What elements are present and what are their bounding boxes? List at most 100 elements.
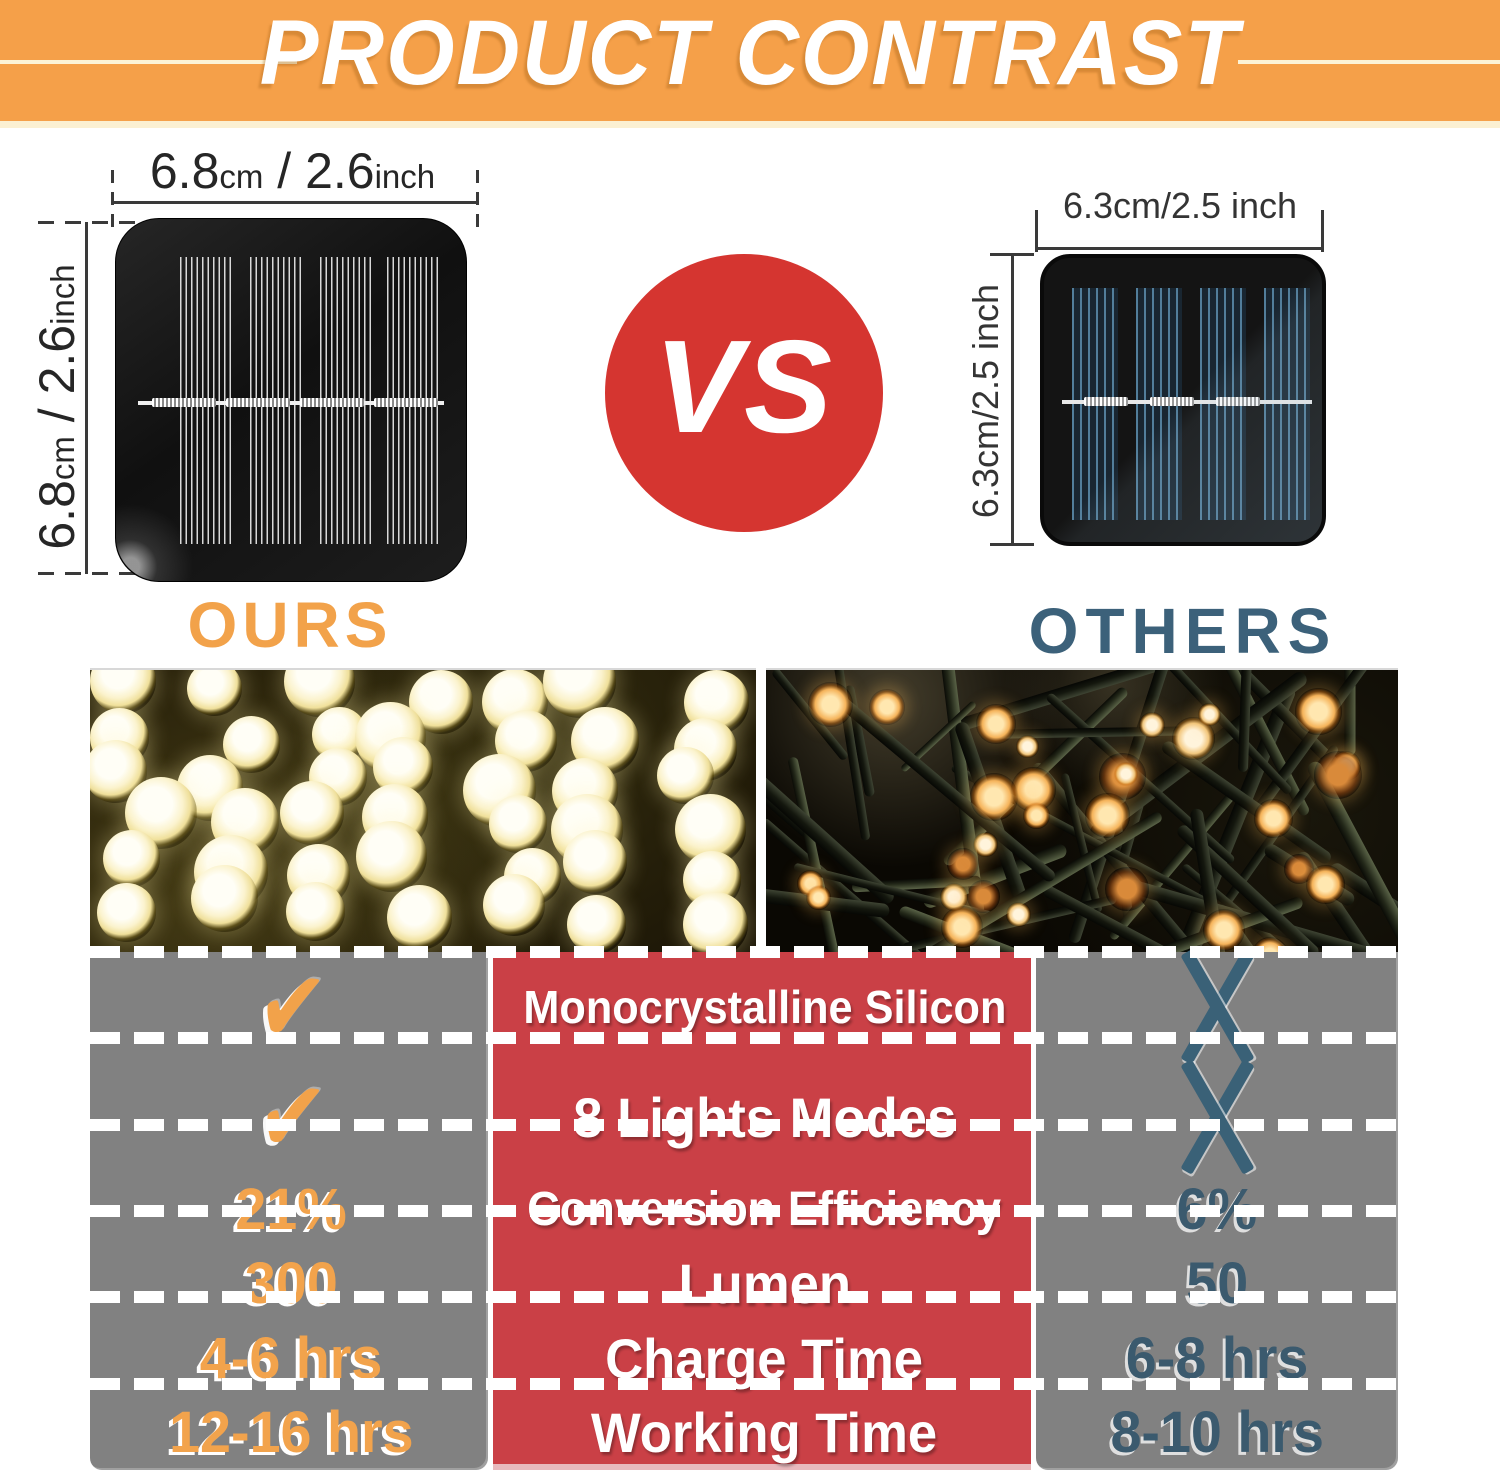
feature-label: 8 Lights Modes bbox=[572, 1085, 957, 1149]
dim-value: 6.8 bbox=[29, 480, 85, 550]
led-glow bbox=[1105, 867, 1149, 911]
table-row-1-feature: Monocrystalline Silicon bbox=[493, 952, 1036, 1062]
led-bulb bbox=[387, 885, 452, 950]
led-glow bbox=[869, 689, 905, 725]
busbar-segment bbox=[374, 398, 438, 407]
others-lights-photo bbox=[766, 668, 1398, 952]
table-row-6-others: 8-10 hrs bbox=[1036, 1396, 1398, 1471]
table-row-2-feature: 8 Lights Modes bbox=[493, 1062, 1036, 1172]
cross-icon bbox=[1167, 949, 1267, 1065]
feature-label: Lumen bbox=[678, 1252, 851, 1316]
led-bulb bbox=[489, 795, 547, 853]
dim-unit: cm bbox=[219, 158, 264, 195]
led-glow bbox=[806, 885, 831, 910]
led-glow bbox=[1306, 865, 1345, 904]
led-bulb bbox=[683, 892, 748, 952]
led-glow bbox=[970, 773, 1018, 821]
busbar-segment bbox=[226, 398, 290, 407]
led-bulb bbox=[483, 874, 545, 936]
led-glow bbox=[1016, 735, 1039, 758]
table-row-1-ours: ✔ bbox=[90, 942, 493, 1071]
dim-value: / 2.6 bbox=[263, 143, 375, 199]
led-glow bbox=[1139, 712, 1165, 738]
led-glow bbox=[1085, 793, 1130, 838]
table-row-2-others bbox=[1036, 1059, 1398, 1175]
vs-badge: VS bbox=[605, 254, 883, 532]
dim-unit: inch bbox=[374, 158, 436, 195]
busbar-segment bbox=[1084, 397, 1128, 406]
led-glow bbox=[1314, 751, 1362, 799]
led-glow bbox=[808, 682, 853, 727]
cross-icon bbox=[1167, 1059, 1267, 1175]
product-photos bbox=[90, 668, 1398, 952]
led-bulb bbox=[103, 830, 160, 887]
feature-label: Monocrystalline Silicon bbox=[523, 981, 1006, 1033]
others-label: OTHERS bbox=[1028, 595, 1338, 667]
busbar-segment bbox=[1150, 397, 1194, 406]
led-glow bbox=[1023, 802, 1050, 829]
led-bulb bbox=[286, 882, 345, 941]
led-glow bbox=[947, 848, 979, 880]
table-row-2-ours: ✔ bbox=[90, 1052, 493, 1181]
others-height-dimension: 6.3cm/2.5 inch bbox=[965, 283, 1006, 519]
led-glow bbox=[967, 880, 1000, 913]
banner-line-left bbox=[0, 60, 297, 64]
led-glow bbox=[1254, 799, 1293, 838]
banner: PRODUCT CONTRAST bbox=[0, 0, 1500, 128]
led-glow bbox=[973, 832, 998, 857]
others-height-tick-top bbox=[990, 253, 1034, 256]
dim-value: 6.8 bbox=[149, 143, 220, 199]
ours-solar-panel bbox=[115, 218, 467, 582]
ours-width-tick-left bbox=[111, 170, 114, 232]
busbar-segment bbox=[300, 398, 364, 407]
dim-unit: inch bbox=[44, 264, 81, 325]
others-width-tick-right bbox=[1321, 210, 1324, 252]
others-value: 50 bbox=[1186, 1251, 1248, 1317]
banner-line-right bbox=[1238, 60, 1500, 64]
led-bulb bbox=[191, 865, 258, 932]
photo-divider bbox=[756, 668, 766, 952]
ours-value: 300 bbox=[245, 1251, 338, 1317]
table-row-4-feature: Lumen bbox=[493, 1247, 1036, 1322]
ours-height-tick-top bbox=[38, 221, 138, 224]
dim-unit: cm bbox=[44, 436, 81, 481]
led-bulb bbox=[187, 670, 242, 716]
led-glow bbox=[1114, 762, 1138, 786]
ours-height-line bbox=[85, 222, 88, 574]
panel-gloss-highlight bbox=[116, 461, 236, 581]
solar-cell-stripes bbox=[1264, 288, 1310, 520]
led-bulb bbox=[356, 821, 427, 892]
led-bulb bbox=[280, 781, 344, 845]
ours-width-dimension: 6.8cm / 2.6inch bbox=[95, 142, 490, 200]
others-width-tick-left bbox=[1035, 210, 1038, 252]
led-bulb bbox=[97, 883, 156, 942]
others-height-tick-bottom bbox=[990, 543, 1034, 546]
ours-label: OURS bbox=[187, 589, 393, 661]
row-divider bbox=[90, 946, 1398, 958]
row-divider bbox=[90, 1378, 1398, 1390]
row-divider bbox=[90, 1119, 1398, 1131]
dim-value: / 2.6 bbox=[29, 324, 85, 437]
led-glow bbox=[1203, 909, 1245, 951]
ours-lights-photo bbox=[90, 668, 756, 952]
table-row-1-others bbox=[1036, 949, 1398, 1065]
ours-value: 12-16 hrs bbox=[169, 1400, 414, 1466]
others-width-dimension: 6.3cm/2.5 inch bbox=[1062, 185, 1298, 226]
led-glow bbox=[976, 704, 1016, 744]
comparison-table: ✔ Monocrystalline Silicon ✔ 8 Lights Mod… bbox=[90, 942, 1398, 1471]
others-height-line bbox=[1011, 254, 1014, 546]
ours-height-tick-bottom bbox=[38, 572, 138, 575]
ours-width-tick-right bbox=[476, 170, 479, 232]
vs-label: VS bbox=[653, 312, 835, 460]
table-row-6-feature: Working Time bbox=[493, 1396, 1036, 1471]
busbar-segment bbox=[1216, 397, 1260, 406]
row-divider bbox=[90, 1032, 1398, 1044]
ours-height-dimension: 6.8cm / 2.6inch bbox=[28, 222, 86, 592]
led-bulb bbox=[563, 830, 627, 894]
page-title: PRODUCT CONTRAST bbox=[259, 1, 1241, 104]
row-divider bbox=[90, 1205, 1398, 1217]
led-glow bbox=[1198, 703, 1221, 726]
table-row-6-ours: 12-16 hrs bbox=[90, 1396, 493, 1471]
busbar-segment bbox=[152, 398, 216, 407]
